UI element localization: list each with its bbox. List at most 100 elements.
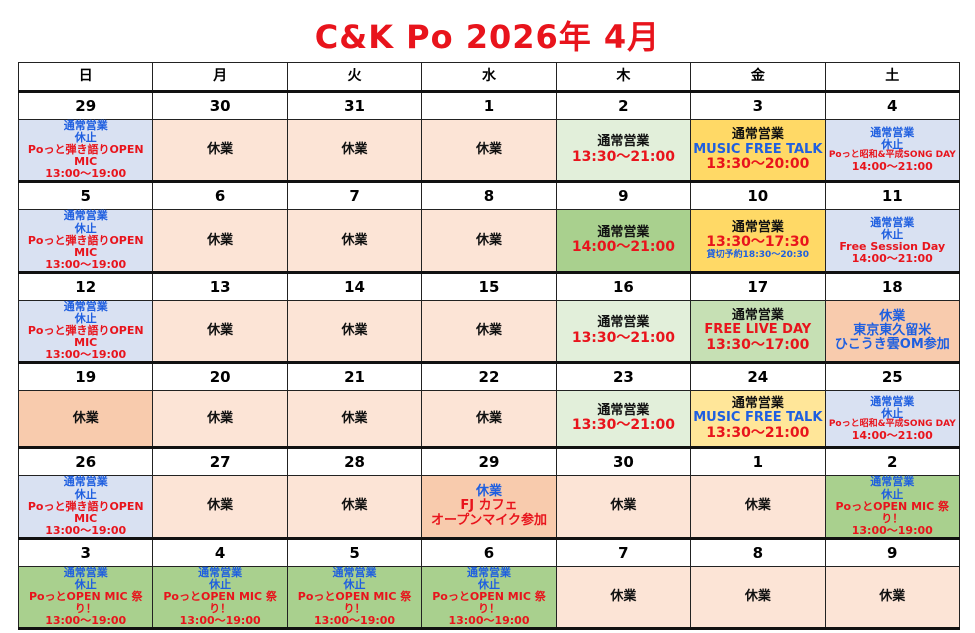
date-number: 2 (555, 91, 692, 120)
event-text: 休業 (341, 142, 368, 158)
event-text: 休止 (74, 312, 97, 326)
event-text: 13:00～19:00 (179, 614, 261, 628)
event-text: 休業 (207, 142, 234, 158)
date-number: 27 (152, 447, 288, 477)
event-text: FREE LIVE DAY (704, 322, 812, 338)
day-event-cell: 通常営業 FREE LIVE DAY 13:30～17:00 (690, 299, 826, 365)
event-text: 13:00～19:00 (45, 523, 127, 537)
day-event-cell: 通常営業 MUSIC FREE TALK 13:30～21:00 (690, 390, 826, 450)
event-text: 休業 (341, 323, 368, 339)
event-row: 通常営業 休止 PoっとOPEN MIC 祭り！ 13:00～19:00 通常営業 休止 P… (17, 565, 961, 631)
event-text: PoっとOPEN MIC 祭り！ (835, 499, 950, 525)
weekday-header: 水 (421, 62, 557, 93)
day-event-cell: 休業 東京東久留米 ひこうき雲OM参加 (824, 299, 961, 365)
event-text: 東京東久留米 (853, 323, 932, 339)
weekday-header: 日 (17, 62, 154, 93)
event-text: MUSIC FREE TALK (693, 410, 823, 426)
date-number: 21 (286, 362, 423, 392)
event-text: 休業 (72, 410, 99, 426)
date-number: 28 (286, 447, 423, 477)
event-text: 通常営業 (63, 209, 108, 223)
event-text: 通常営業 (466, 565, 511, 579)
event-text: 休止 (881, 227, 904, 241)
day-event-cell: 通常営業 休止 PoっとOPEN MIC 祭り！ 13:00～19:00 (286, 565, 423, 631)
event-text: 通常営業 (597, 134, 650, 150)
date-number: 15 (421, 271, 557, 301)
date-number: 7 (286, 181, 423, 211)
event-text: 休止 (74, 487, 97, 501)
date-row: 5 6 7 8 9 10 11 (17, 181, 961, 211)
day-event-cell: 休業 (152, 118, 288, 184)
weekday-header: 火 (286, 62, 423, 93)
event-text: 通常営業 (731, 308, 784, 324)
date-number: 3 (17, 537, 154, 567)
day-event-cell: 休業 (286, 209, 423, 274)
event-row: 通常営業 休止 Poっと弾き語りOPEN MIC 13:00～19:00 休業 休業 休業通… (17, 299, 961, 365)
event-text: PoっとOPEN MIC 祭り！ (297, 590, 412, 616)
event-text: FJ カフェ (460, 498, 518, 514)
date-number: 6 (421, 537, 557, 567)
date-number: 22 (421, 362, 557, 392)
event-text: 休業 (744, 588, 771, 604)
day-event-cell: 休業 (286, 299, 423, 365)
event-text: 通常営業 (63, 565, 108, 579)
day-event-cell: 通常営業 休止 PoっとOPEN MIC 祭り！ 13:00～19:00 (824, 475, 961, 540)
event-text: 14:00～21:00 (851, 160, 933, 174)
event-row: 通常営業 休止 Poっと弾き語りOPEN MIC 13:00～19:00 休業 休業 休業 F… (17, 475, 961, 540)
day-event-cell: 休業 FJ カフェ オープンマイク参加 (421, 475, 557, 540)
date-number: 30 (555, 447, 692, 477)
event-text: 通常営業 (597, 315, 650, 331)
event-text: 通常営業 (870, 394, 915, 408)
date-number: 30 (152, 91, 288, 120)
event-row: 休業 休業 休業 休業 通常営業 13:30～21:00 通常営業 MUSIC FREE TA… (17, 390, 961, 450)
day-event-cell: 休業 (286, 475, 423, 540)
event-text: 休業 (744, 498, 771, 514)
event-text: 休止 (881, 138, 904, 152)
date-number: 24 (690, 362, 826, 392)
date-row: 19 20 21 22 23 24 25 (17, 362, 961, 392)
event-text: 休止 (74, 221, 97, 235)
day-event-cell: 通常営業 休止 Poっと弾き語りOPEN MIC 13:00～19:00 (17, 209, 154, 274)
event-text: 通常営業 (731, 219, 784, 235)
event-text: PoっとOPEN MIC 祭り！ (432, 590, 546, 616)
event-text: 14:00～21:00 (571, 239, 675, 256)
day-event-cell: 通常営業 休止 PoっとOPEN MIC 祭り！ 13:00～19:00 (421, 565, 557, 631)
date-number: 4 (152, 537, 288, 567)
event-text: 休業 (341, 410, 368, 426)
day-event-cell: 通常営業 13:30～21:00 (555, 118, 692, 184)
day-event-cell: 休業 (421, 390, 557, 450)
event-text: 休業 (879, 308, 906, 324)
day-event-cell: 休業 (152, 475, 288, 540)
date-number: 4 (824, 91, 961, 120)
calendar-table: 日月火水木金土 29 30 31 1 2 3 4 通常営業 休止 Poっと弾き語りOPEN MIC… (17, 62, 961, 631)
weekday-header: 金 (690, 62, 826, 93)
weekday-header: 土 (824, 62, 961, 93)
event-text: 13:00～19:00 (448, 614, 530, 628)
date-number: 31 (286, 91, 423, 120)
day-event-cell: 休業 (286, 118, 423, 184)
date-number: 18 (824, 271, 961, 301)
event-text: 休業 (879, 588, 906, 604)
event-text: 通常営業 (597, 224, 650, 240)
event-text: 通常営業 (63, 299, 108, 313)
weekday-header: 木 (555, 62, 692, 93)
weekday-header-row: 日月火水木金土 (17, 62, 961, 93)
event-text: 13:30～17:30 (706, 234, 810, 251)
event-text: 14:00～21:00 (851, 428, 933, 442)
date-number: 1 (421, 91, 557, 120)
date-number: 23 (555, 362, 692, 392)
day-event-cell: 通常営業 休止 Poっと弾き語りOPEN MIC 13:00～19:00 (17, 118, 154, 184)
event-text: 休業 (207, 410, 234, 426)
day-event-cell: 休業 (17, 390, 154, 450)
event-text: 休止 (881, 487, 904, 501)
event-text: 休止 (343, 577, 366, 591)
day-event-cell: 通常営業 14:00～21:00 (555, 209, 692, 274)
event-text: 13:00～19:00 (314, 614, 396, 628)
date-number: 8 (421, 181, 557, 211)
event-text: 休止 (209, 577, 232, 591)
event-text: 13:00～19:00 (45, 348, 127, 362)
event-text: 休業 (341, 232, 368, 248)
day-event-cell: 通常営業 休止 Poっと弾き語りOPEN MIC 13:00～19:00 (17, 299, 154, 365)
event-row: 通常営業 休止 Poっと弾き語りOPEN MIC 13:00～19:00 休業 休業 休業通… (17, 209, 961, 274)
event-text: Poっと弾き語りOPEN MIC (27, 499, 144, 525)
